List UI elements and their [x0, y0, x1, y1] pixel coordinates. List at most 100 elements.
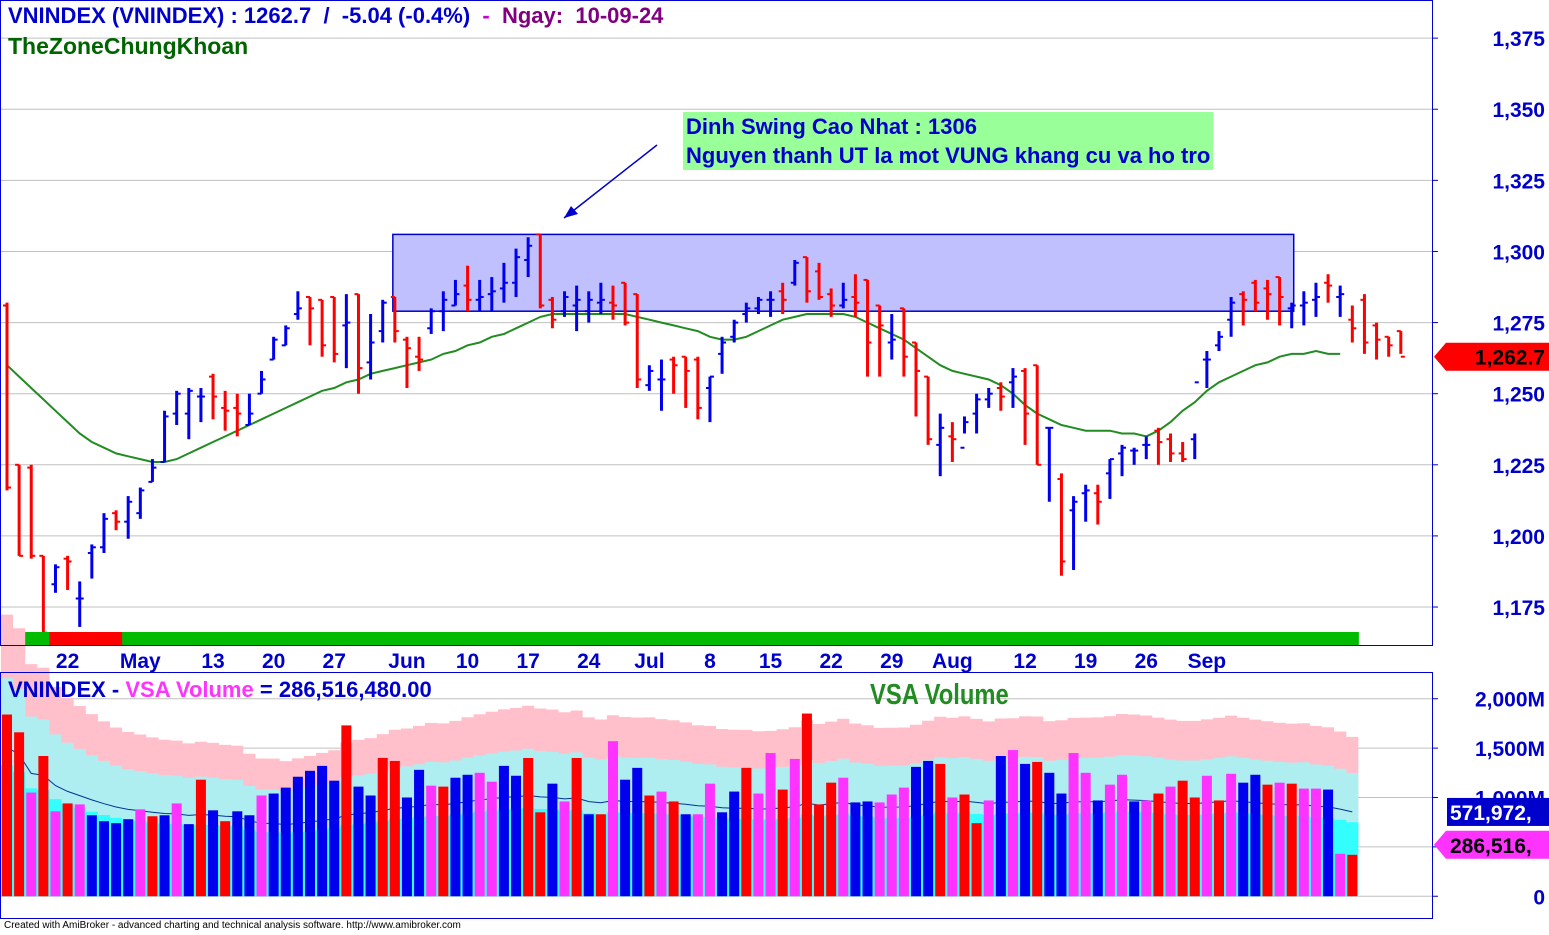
- ohlc-bar: [657, 359, 666, 411]
- volume-bar: [935, 763, 946, 897]
- volume-bar: [305, 770, 315, 897]
- moving-average-line: [6, 313, 1341, 463]
- volume-bar: [208, 810, 219, 897]
- ohlc-bar: [875, 304, 884, 377]
- volume-bar: [1056, 793, 1067, 897]
- volume-bar: [1068, 753, 1079, 897]
- ohlc-bar: [330, 295, 339, 363]
- annotation-arrow-head: [564, 206, 578, 218]
- trend-strip-cell: [667, 632, 681, 645]
- ohlc-bar: [160, 410, 169, 463]
- volume-bar: [389, 760, 400, 897]
- ohlc-bar: [1081, 484, 1090, 522]
- ohlc-bar: [766, 291, 775, 317]
- x-tick-label: 20: [262, 650, 285, 673]
- volume-bar: [947, 797, 958, 897]
- volume-bar: [801, 713, 812, 897]
- ohlc-bar: [1166, 433, 1175, 462]
- volume-bar: [365, 795, 376, 897]
- y-tick-label: 1,275: [1492, 313, 1545, 336]
- ohlc-bar: [899, 307, 908, 377]
- footer-credit: Created with AmiBroker - advanced charti…: [4, 920, 461, 931]
- ohlc-bar: [306, 295, 314, 346]
- ohlc-bar: [863, 278, 872, 377]
- trend-strip-cell: [522, 632, 535, 645]
- trend-strip-cell: [1140, 632, 1153, 645]
- trend-strip-cell: [1225, 632, 1238, 645]
- ohlc-bar: [1251, 279, 1260, 312]
- y-tick-label: 1,300: [1492, 241, 1545, 264]
- trend-strip-cell: [303, 632, 317, 645]
- trend-strip-cell: [146, 632, 159, 645]
- trend-strip-cell: [885, 632, 899, 645]
- ohlc-bar: [136, 487, 145, 519]
- trend-strip-cell: [219, 632, 232, 645]
- trend-strip-cell: [267, 632, 281, 645]
- ohlc-bar: [1105, 458, 1114, 499]
- x-tick-label: 27: [323, 650, 346, 673]
- x-tick-label: 12: [1013, 650, 1036, 673]
- trend-strip-cell: [861, 632, 875, 645]
- trend-strip-cell: [982, 632, 996, 645]
- volume-bar: [717, 812, 728, 897]
- y-tick-label: 1,225: [1492, 455, 1545, 478]
- ohlc-bar: [778, 282, 787, 315]
- ohlc-bar: [293, 291, 302, 320]
- price-change: -5.04 (-0.4%): [341, 3, 471, 28]
- ohlc-bar: [912, 341, 920, 417]
- ohlc-bar: [839, 282, 848, 309]
- volume-bar: [159, 815, 170, 897]
- ohlc-bar: [1372, 322, 1381, 360]
- x-tick-label: 24: [577, 650, 601, 673]
- x-tick-label: Sep: [1188, 650, 1227, 673]
- trend-strip-cell: [837, 632, 850, 645]
- x-tick-label: 10: [456, 650, 479, 673]
- volume-bar: [14, 732, 25, 897]
- volume-bar: [414, 769, 425, 897]
- trend-strip-cell: [182, 632, 196, 645]
- volume-bar: [74, 804, 85, 897]
- trend-strip-cell: [619, 632, 632, 645]
- ohlc-bar: [1263, 279, 1272, 320]
- trend-strip-cell: [497, 632, 511, 645]
- volume-bar: [1153, 793, 1164, 897]
- volume-last-tag-label: 286,516,: [1450, 835, 1532, 858]
- x-tick-label: Aug: [932, 650, 973, 673]
- trend-strip-cell: [728, 632, 741, 645]
- volume-bar: [401, 797, 412, 897]
- trend-strip-cell: [1309, 632, 1323, 645]
- ohlc-bar: [184, 388, 193, 440]
- trend-strip-cell: [776, 632, 790, 645]
- volume-bar: [608, 741, 618, 897]
- ohlc-bar: [148, 459, 157, 483]
- volume-bar: [147, 816, 158, 897]
- volume-bar: [341, 725, 352, 897]
- ohlc-bar: [1239, 291, 1248, 326]
- volume-bar: [171, 803, 182, 897]
- volume-bar: [1238, 782, 1249, 897]
- ohlc-bar: [596, 282, 605, 315]
- ohlc-bar: [221, 390, 230, 431]
- ohlc-bar: [257, 370, 266, 395]
- trend-strip-cell: [764, 632, 778, 645]
- volume-bar: [911, 766, 921, 897]
- ohlc-bar: [1396, 330, 1405, 358]
- trend-strip-cell: [231, 632, 244, 645]
- trend-strip-group: [0, 632, 1359, 645]
- volume-bar: [874, 802, 885, 897]
- volume-bar: [644, 795, 655, 897]
- trend-strip-cell: [316, 632, 329, 645]
- volume-bar: [680, 814, 691, 897]
- trend-strip-cell: [49, 632, 63, 645]
- ohlc-bar: [742, 302, 751, 323]
- trend-strip-cell: [110, 632, 123, 645]
- ohlc-bar: [99, 513, 108, 553]
- volume-bar: [438, 786, 449, 897]
- trend-strip-cell: [800, 632, 814, 645]
- volume-bar: [511, 775, 522, 897]
- ohlc-bar: [27, 464, 36, 559]
- x-tick-label: 22: [56, 650, 79, 673]
- ohlc-bar: [669, 356, 678, 394]
- ohlc-bar: [1178, 442, 1187, 462]
- x-tick-label: 19: [1074, 650, 1097, 673]
